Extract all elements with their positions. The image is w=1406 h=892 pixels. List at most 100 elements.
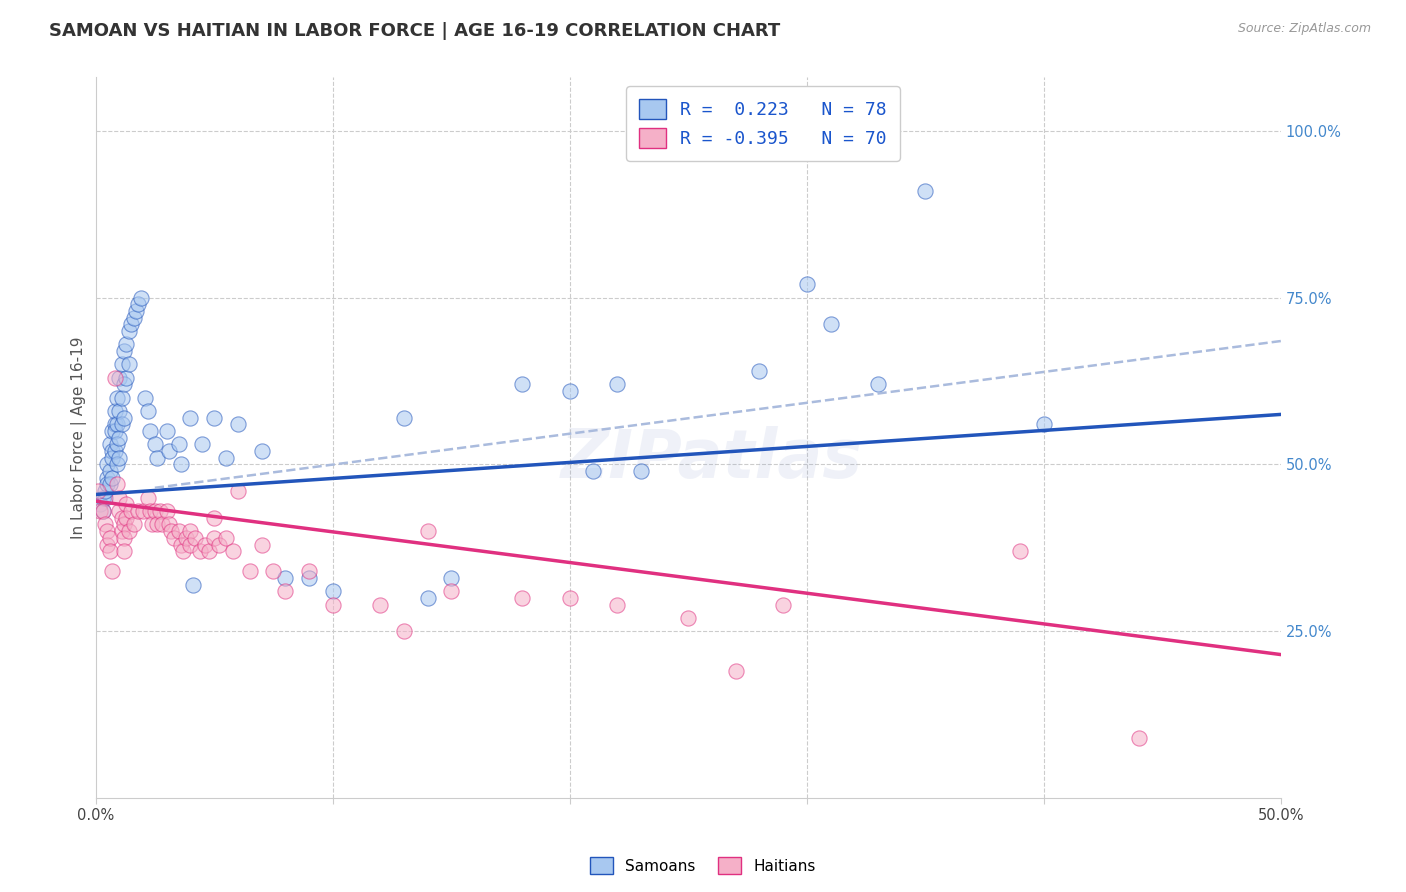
Point (156, 424, 179, 438)
Point (512, 377, 534, 392)
Point (170, 458, 193, 472)
Point (125, 304, 148, 318)
Point (112, 544, 135, 558)
Point (866, 377, 889, 392)
Point (112, 344, 135, 359)
Point (1010, 544, 1032, 558)
Point (105, 391, 128, 405)
Point (108, 491, 131, 505)
Point (146, 450, 169, 465)
Point (98, 437, 121, 451)
Point (167, 524, 190, 538)
Point (96, 471, 118, 485)
Point (115, 498, 138, 512)
Point (582, 464, 605, 478)
Point (111, 417, 134, 432)
Point (112, 410, 135, 425)
Point (118, 524, 141, 538)
Point (606, 377, 628, 392)
Point (226, 417, 249, 432)
Point (122, 310, 145, 325)
Point (91, 491, 114, 505)
Point (111, 511, 134, 525)
Point (120, 318, 142, 332)
Point (122, 517, 145, 532)
Point (96, 524, 118, 538)
Point (98, 464, 121, 478)
Point (94, 491, 117, 505)
Point (101, 424, 124, 438)
Point (184, 531, 207, 545)
Point (139, 424, 162, 438)
Point (630, 464, 652, 478)
Legend: R =  0.223   N = 78, R = -0.395   N = 70: R = 0.223 N = 78, R = -0.395 N = 70 (626, 87, 900, 161)
Point (250, 444, 273, 458)
Point (115, 511, 138, 525)
Point (274, 571, 297, 585)
Text: SAMOAN VS HAITIAN IN LABOR FORCE | AGE 16-19 CORRELATION CHART: SAMOAN VS HAITIAN IN LABOR FORCE | AGE 1… (49, 22, 780, 40)
Point (105, 477, 128, 491)
Point (392, 410, 415, 425)
Point (188, 544, 211, 558)
Point (368, 598, 391, 612)
Point (96, 458, 118, 472)
Point (194, 537, 217, 551)
Point (226, 484, 249, 499)
Point (101, 444, 124, 458)
Point (96, 477, 118, 491)
Point (150, 517, 173, 532)
Point (103, 424, 125, 438)
Point (108, 404, 131, 418)
Point (198, 544, 221, 558)
Point (250, 537, 273, 551)
Point (606, 598, 628, 612)
Point (134, 391, 156, 405)
Point (215, 531, 238, 545)
Point (298, 571, 321, 585)
Point (215, 450, 238, 465)
Point (202, 531, 225, 545)
Point (208, 537, 231, 551)
Point (174, 531, 197, 545)
Point (91, 504, 114, 518)
Point (108, 504, 131, 518)
Point (170, 537, 193, 551)
Point (157, 444, 180, 458)
Point (149, 504, 172, 518)
Point (163, 531, 186, 545)
Point (101, 471, 124, 485)
Point (416, 591, 439, 605)
Point (191, 437, 214, 451)
Point (101, 564, 124, 578)
Point (108, 431, 131, 445)
Point (96, 537, 118, 551)
Point (262, 564, 284, 578)
Point (322, 584, 344, 599)
Point (129, 291, 152, 305)
Point (202, 410, 225, 425)
Point (322, 598, 344, 612)
Point (724, 665, 747, 679)
Point (98, 477, 121, 491)
Point (748, 364, 770, 378)
Point (132, 504, 155, 518)
Point (298, 564, 321, 578)
Point (94, 484, 117, 499)
Point (179, 537, 201, 551)
Legend: Samoans, Haitians: Samoans, Haitians (583, 851, 823, 880)
Point (118, 324, 141, 338)
Point (179, 524, 201, 538)
Text: Source: ZipAtlas.com: Source: ZipAtlas.com (1237, 22, 1371, 36)
Point (94, 517, 117, 532)
Point (139, 504, 162, 518)
Point (222, 544, 245, 558)
Point (820, 318, 842, 332)
Point (118, 357, 141, 371)
Point (103, 444, 125, 458)
Point (89, 504, 111, 518)
Point (440, 584, 463, 599)
Point (115, 337, 138, 351)
Point (98, 531, 121, 545)
Point (146, 517, 169, 532)
Point (772, 598, 794, 612)
